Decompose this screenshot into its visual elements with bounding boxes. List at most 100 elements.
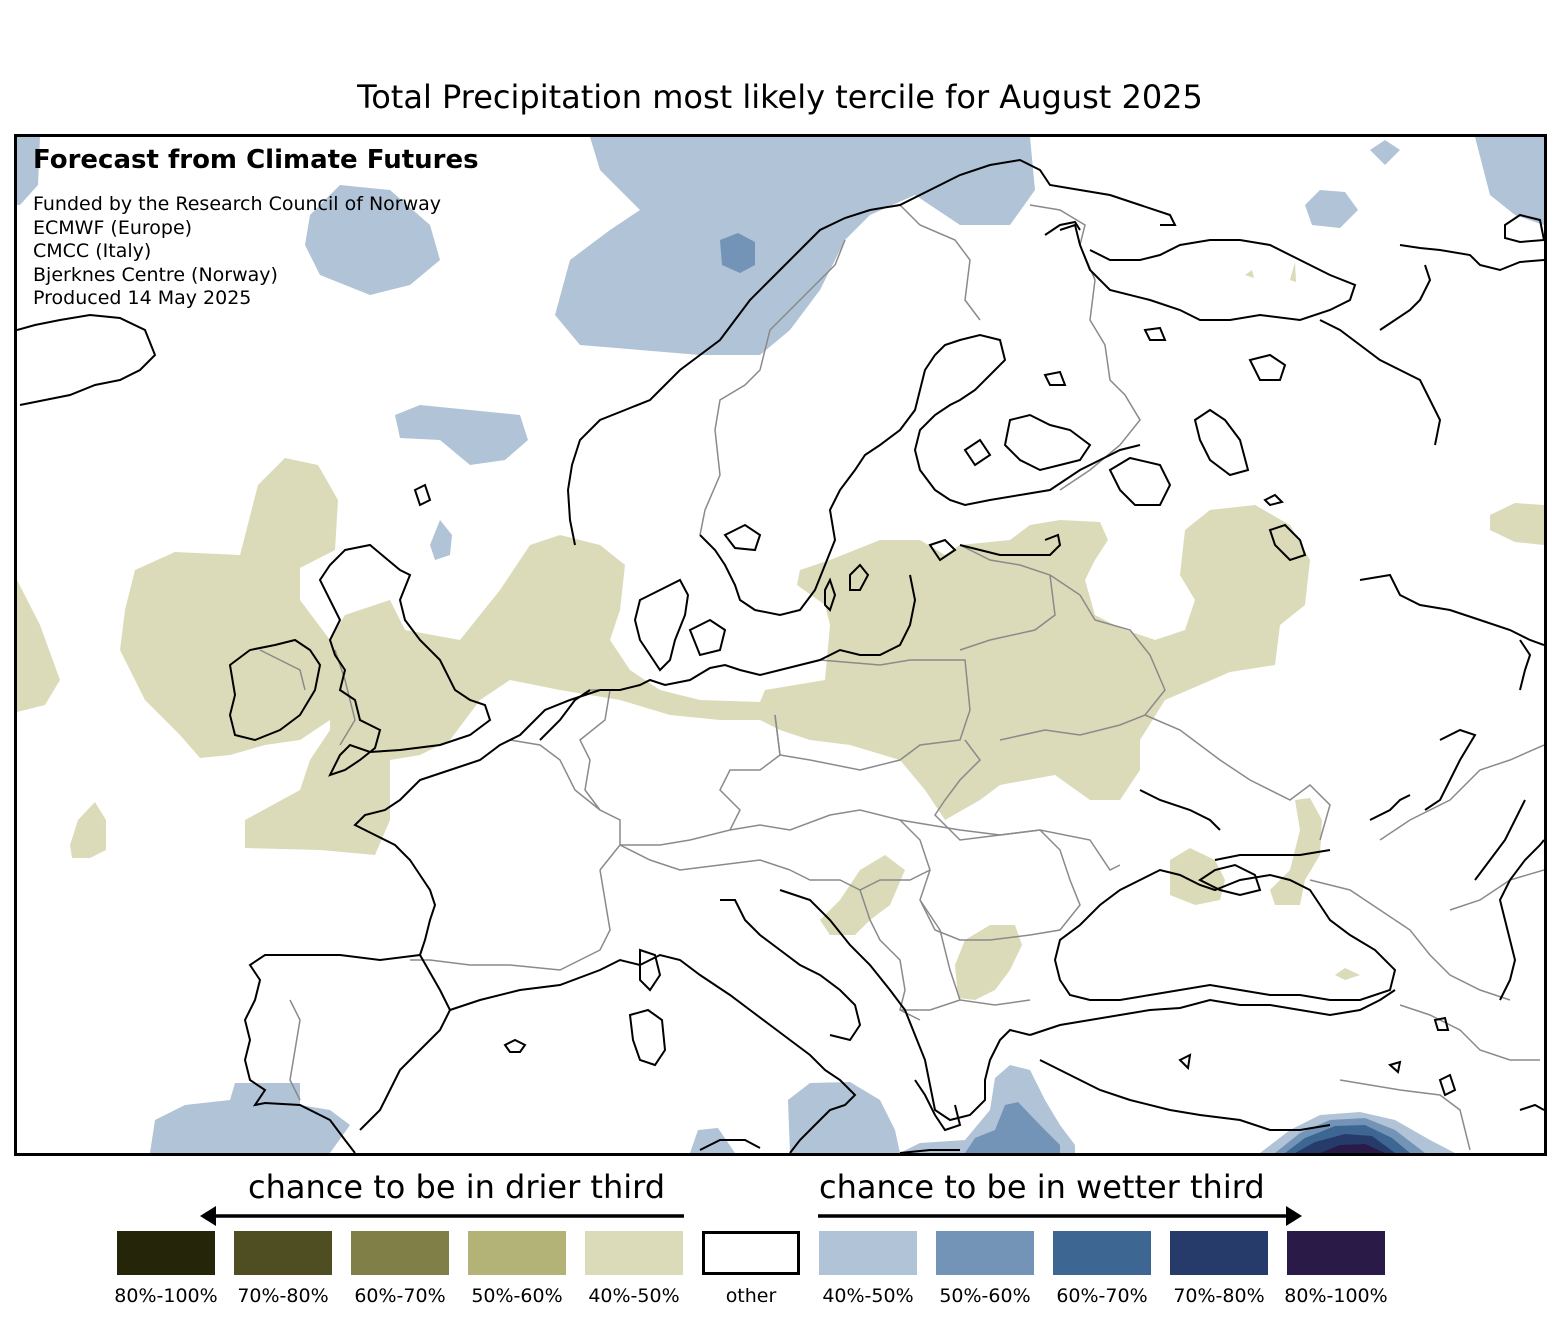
coast-sevan [1387,1060,1402,1074]
wet-area-barents-small [1370,140,1400,165]
wet-50-60-norwegian-sea [720,233,755,273]
coast-pechora [1379,264,1432,331]
coast-finland-lakes [1003,413,1092,472]
coast-denmark [633,578,690,672]
coast-uk-channel [539,689,591,741]
wet-50-60-aegean [965,1102,1060,1153]
border-belarus [999,574,1166,741]
coast-gotland [824,577,837,612]
border-caucasus [1309,879,1511,1001]
legend-swatch [585,1231,683,1275]
coast-finland-lakes-2 [963,438,992,467]
coast-uk-gb [318,543,492,777]
border-finland-russia [1029,204,1141,491]
coast-crete [899,1149,960,1153]
credits-heading: Forecast from Climate Futures [33,145,479,175]
coast-black-sea [1053,868,1397,1001]
legend-swatch-label: other [725,1285,777,1307]
coast-caspian-2 [1474,799,1526,881]
dry-area-balkans [820,855,905,935]
dry-area-small-russia-2 [1290,262,1296,282]
legend-swatch-label: 80%-100% [1284,1285,1388,1307]
wetter-arrow [818,1206,1302,1226]
legend-swatch-label: 80%-100% [114,1285,218,1307]
coast-iberia-med [359,954,452,1131]
legend-swatch-label: 50%-60% [471,1285,563,1307]
wet-area-north-atlantic [305,185,440,295]
coast-france-med [449,958,641,1011]
coast-onega [1263,493,1284,507]
wetter-third-label: chance to be in wetter third [819,1168,1265,1206]
border-balkans-3 [900,999,961,1011]
coast-kanin [1319,319,1442,446]
wetter-shading-80-100 [1320,1144,1385,1153]
border-russia-kazakh [1379,744,1544,841]
coast-sardinia [628,1008,667,1067]
coast-italy [639,953,857,1153]
legend-swatch [468,1231,566,1275]
legend-swatch-label: 40%-50% [588,1285,680,1307]
coast-barents-islands [1143,326,1167,341]
dry-area-urals-east [1490,503,1544,545]
coast-kolguev [1248,353,1287,381]
coast-azov [1214,849,1331,861]
legend-swatch [117,1231,215,1275]
drier-arrow [200,1206,684,1226]
coast-russia-arctic [1399,244,1544,272]
coast-greece-south [914,1079,962,1132]
legend-swatch [936,1231,1034,1275]
coast-vaygach [1193,408,1250,477]
legend-swatch [702,1231,800,1275]
wet-area-north-sea-patch [395,405,528,465]
wet-area-ionian [788,1082,900,1153]
dry-area-black-sea-north [1170,848,1225,905]
coast-sweden-baltic [699,333,1141,617]
credit-line: ECMWF (Europe) [33,216,193,239]
coast-vanern [723,523,762,552]
border-sweden-finland [899,204,981,321]
coast-ireland [228,638,322,742]
coast-dnieper [1139,789,1221,831]
coast-sicily [699,1139,761,1151]
dry-area-atlantic-uk [120,458,1310,855]
credit-line: CMCC (Italy) [33,240,152,262]
dry-area-bulgaria [955,925,1022,1000]
coast-caspian [1498,839,1544,1001]
border-alps [619,844,791,871]
coast-lake-urmia [1433,1016,1450,1031]
dry-area-west-edge [17,580,60,712]
coast-zealand [688,618,727,657]
border-balkans-2 [919,899,1031,1006]
map-panel: Forecast from Climate Futures Funded by … [14,134,1547,1156]
border-russia-far [1449,869,1544,911]
europe-map [17,137,1544,1153]
coast-saaremaa [928,538,957,562]
coast-gorky [1268,523,1307,562]
legend-swatch [819,1231,917,1275]
wet-area-kara [1475,137,1544,225]
coast-france [353,689,601,956]
border-romania [919,824,1081,941]
coast-caspian-north [1424,728,1477,811]
wet-area-iberia-south [150,1083,350,1153]
border-baltics [959,544,1056,651]
coast-shetland [413,483,432,507]
legend-swatch [1287,1231,1385,1275]
credit-line: Bjerknes Centre (Norway) [33,263,278,286]
wet-area-iceland-edge [17,137,40,205]
coast-balearic [503,1038,527,1053]
coast-turkey-south [1039,1059,1331,1131]
coast-volga [1359,573,1544,646]
coast-tuz [1519,1103,1544,1111]
coast-volga-2 [1519,639,1532,691]
legend-swatch [1170,1231,1268,1275]
legend-swatch-label: 60%-70% [1056,1285,1148,1307]
coast-lake-van [1438,1073,1457,1097]
coast-norway [566,158,1177,546]
wet-area-norwegian-sea [555,137,1035,355]
wetter-arrow-head [1286,1206,1302,1226]
border-syria [1339,1079,1471,1151]
drier-third-label: chance to be in drier third [248,1168,666,1206]
legend-swatch-label: 60%-70% [354,1285,446,1307]
